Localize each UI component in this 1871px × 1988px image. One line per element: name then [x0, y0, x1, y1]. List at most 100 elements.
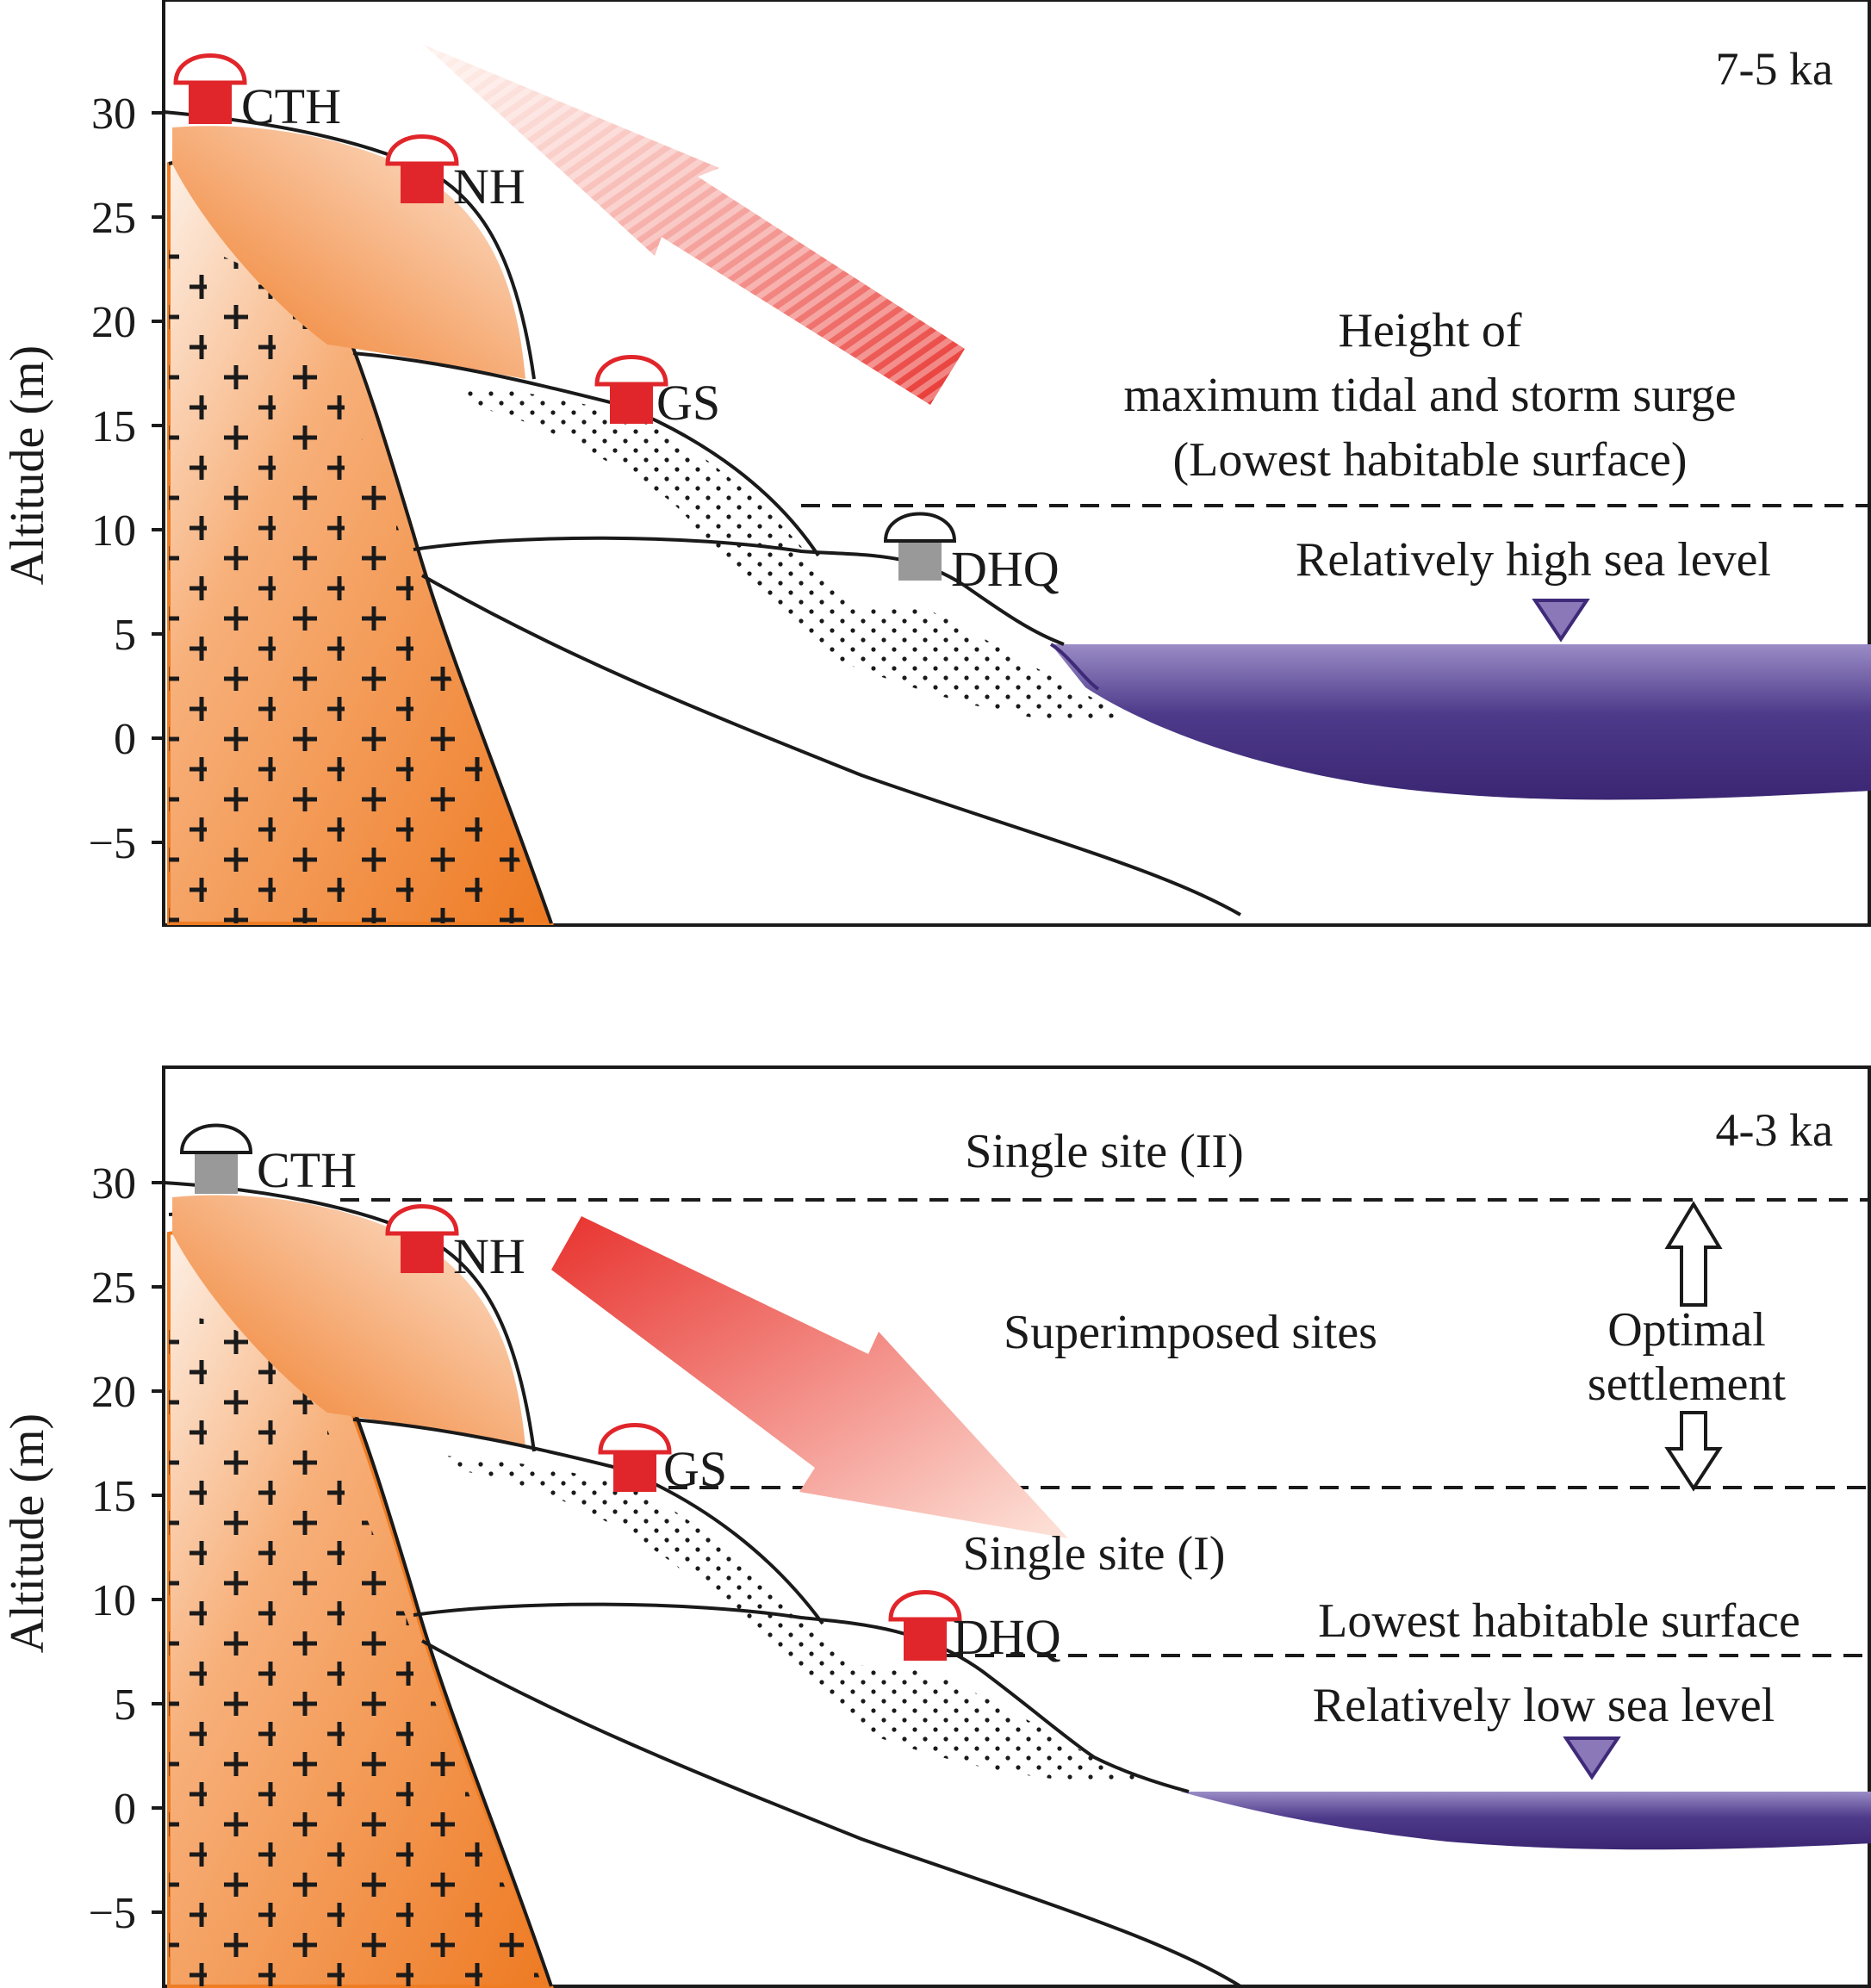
site-cth: CTH [179, 1123, 357, 1198]
tick-15: 15 [91, 1472, 164, 1521]
site-house-icon [898, 543, 942, 581]
tick-5: 5 [114, 1680, 164, 1730]
tick-25: 25 [91, 1264, 164, 1313]
superimposed-label: Superimposed sites [1004, 1306, 1377, 1359]
panel-frame [162, 1065, 1871, 1988]
site-house-icon [904, 1621, 947, 1661]
optimal-down-arrow [1664, 1411, 1723, 1492]
lower-surface-line [413, 536, 1065, 646]
tick-minus5: −5 [89, 1889, 164, 1938]
surge-label-1: Height of [1338, 304, 1521, 357]
sediment-dots [444, 1456, 1146, 1783]
sea-body [1180, 1792, 1871, 1850]
y-axis-label: Altitude (m) [1, 345, 54, 585]
site-dhq: DHQ [888, 1590, 1061, 1665]
single-site-2-label: Single site (II) [965, 1125, 1243, 1178]
upslope-arrow [424, 45, 965, 405]
site-dhq: DHQ [883, 512, 1060, 597]
site-nh: NH [385, 1204, 525, 1284]
panel-7-5ka: Altitude (m) 30 25 20 15 10 [1, 0, 1871, 927]
sea-level-label: Relatively high sea level [1296, 533, 1771, 587]
base-line [421, 574, 1241, 916]
tick-25: 25 [91, 194, 164, 243]
svg-text:NH: NH [453, 158, 525, 214]
svg-text:5: 5 [114, 611, 136, 660]
base-line [421, 1639, 1242, 1988]
tick-30: 30 [91, 1159, 164, 1208]
panel-4-3ka: Altitude (m) 30 25 20 15 10 [1, 1065, 1871, 1988]
svg-text:0: 0 [114, 1785, 136, 1834]
svg-text:10: 10 [91, 506, 136, 556]
svg-text:25: 25 [91, 1264, 136, 1313]
bedrock-crosses [169, 1316, 543, 1986]
site-roof-icon [173, 53, 247, 85]
site-cth: CTH [173, 53, 341, 134]
bedrock-crosses [169, 248, 543, 923]
surge-label-2: maximum tidal and storm surge [1123, 369, 1736, 422]
site-roof-icon [385, 134, 459, 166]
y-axis-bottom: Altitude (m) 30 25 20 15 10 [1, 1159, 164, 1938]
site-house-icon [195, 1154, 238, 1194]
site-roof-icon [888, 1590, 962, 1622]
site-roof-icon [883, 512, 957, 543]
svg-text:GS: GS [656, 375, 720, 431]
site-house-icon [610, 386, 653, 424]
sea-surface-edge [1049, 643, 1100, 691]
svg-text:15: 15 [91, 402, 136, 451]
tick-15: 15 [91, 402, 164, 451]
period-label: 4-3 ka [1716, 1104, 1833, 1156]
single-site-1-label: Single site (I) [963, 1527, 1226, 1581]
svg-text:−5: −5 [89, 819, 136, 868]
y-axis-label: Altitude (m) [1, 1413, 54, 1653]
site-roof-icon [179, 1123, 253, 1154]
svg-text:10: 10 [91, 1576, 136, 1625]
tick-30: 30 [91, 90, 164, 139]
sediment-dots [465, 386, 1128, 724]
tick-10: 10 [91, 1576, 164, 1625]
site-house-icon [401, 1235, 444, 1273]
svg-text:CTH: CTH [257, 1142, 357, 1198]
surge-label-3: (Lowest habitable surface) [1172, 433, 1687, 487]
tick-20: 20 [91, 1368, 164, 1417]
sea-level-marker [1563, 1736, 1621, 1780]
svg-text:CTH: CTH [241, 78, 341, 134]
site-house-icon [189, 84, 232, 124]
svg-text:15: 15 [91, 1472, 136, 1521]
tick-0: 0 [114, 715, 164, 764]
site-nh: NH [385, 134, 525, 214]
tick-20: 20 [91, 298, 164, 347]
optimal-label-2: settlement [1588, 1357, 1787, 1411]
y-axis-top: Altitude (m) 30 25 20 15 10 [1, 90, 164, 868]
svg-text:30: 30 [91, 90, 136, 139]
site-gs: GS [594, 355, 720, 431]
svg-text:20: 20 [91, 298, 136, 347]
optimal-up-arrow [1664, 1201, 1723, 1307]
sea-level-marker [1532, 599, 1590, 643]
site-house-icon [613, 1454, 656, 1492]
site-roof-icon [598, 1423, 672, 1455]
svg-text:DHQ: DHQ [951, 541, 1060, 597]
site-roof-icon [594, 355, 668, 387]
svg-text:DHQ: DHQ [953, 1609, 1061, 1665]
svg-text:30: 30 [91, 1159, 136, 1208]
svg-text:0: 0 [114, 715, 136, 764]
sea-body [1051, 644, 1871, 800]
svg-text:25: 25 [91, 194, 136, 243]
sea-level-label: Relatively low sea level [1313, 1679, 1775, 1732]
svg-text:−5: −5 [89, 1889, 136, 1938]
tick-minus5: −5 [89, 819, 164, 868]
tick-5: 5 [114, 611, 164, 660]
site-roof-icon [385, 1204, 459, 1236]
panel-frame [162, 0, 1871, 927]
site-gs: GS [598, 1423, 727, 1497]
period-label: 7-5 ka [1716, 43, 1833, 95]
svg-text:20: 20 [91, 1368, 136, 1417]
site-house-icon [401, 165, 444, 203]
tick-0: 0 [114, 1785, 164, 1834]
svg-text:NH: NH [453, 1228, 525, 1284]
downslope-arrow [551, 1216, 1068, 1538]
lowest-surface-label: Lowest habitable surface [1318, 1594, 1800, 1648]
svg-text:5: 5 [114, 1680, 136, 1730]
tick-10: 10 [91, 506, 164, 556]
